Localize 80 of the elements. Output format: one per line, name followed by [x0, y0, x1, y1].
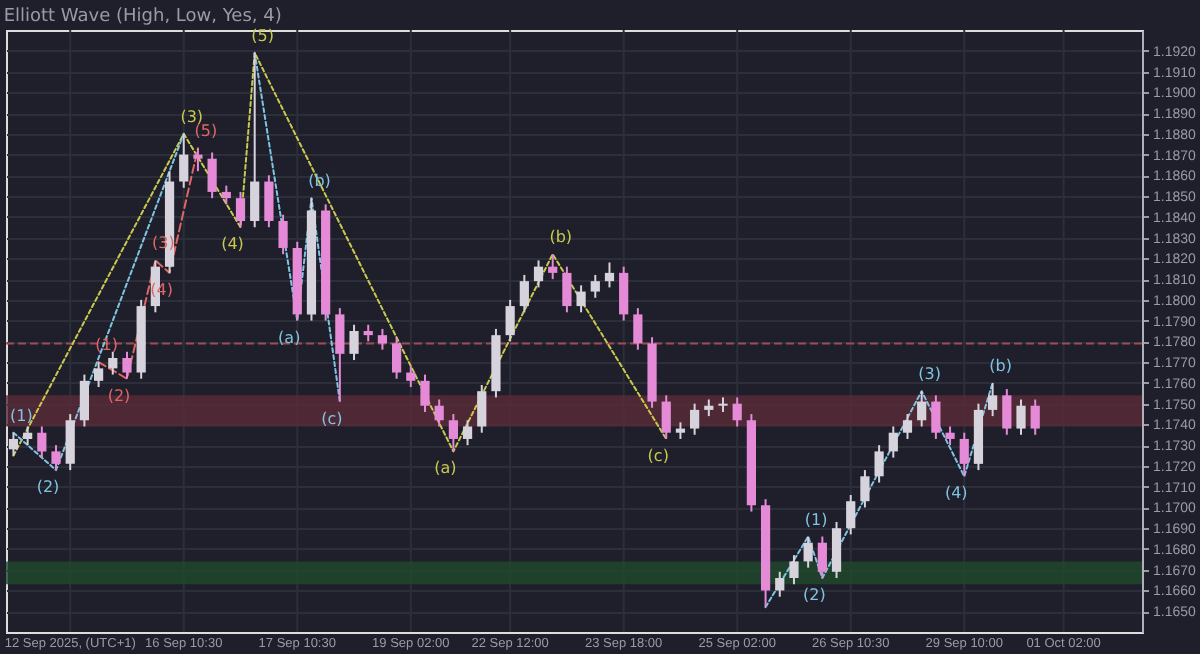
line-series	[253, 51, 341, 403]
candlestick	[661, 394, 671, 440]
annotation: (a)	[278, 328, 301, 347]
candlestick	[79, 373, 90, 428]
candlestick	[732, 396, 742, 428]
annotation: (2)	[803, 586, 826, 605]
candlestick	[789, 554, 799, 586]
candlestick	[477, 383, 487, 434]
annotation: (a)	[434, 459, 457, 478]
candlestick	[250, 51, 260, 229]
annotation: (2)	[107, 386, 131, 405]
candlestick	[264, 174, 274, 229]
annotation: (b)	[989, 356, 1012, 375]
candlestick	[448, 413, 458, 453]
annotation: (2)	[36, 478, 60, 497]
candlestick	[874, 444, 884, 484]
candlestick	[718, 396, 728, 413]
candlestick	[377, 327, 388, 351]
candlestick	[235, 190, 246, 229]
candlestick	[392, 336, 402, 380]
candlestick	[562, 265, 572, 314]
candlestick	[533, 259, 544, 289]
candlestick	[931, 394, 941, 440]
candlestick	[349, 323, 359, 362]
candlestick	[590, 273, 600, 299]
annotation: (b)	[308, 172, 331, 191]
candlestick	[93, 361, 104, 389]
candlestick	[576, 284, 586, 314]
annotation: (1)	[804, 510, 828, 529]
candlestick	[633, 307, 643, 351]
candlestick	[831, 520, 842, 580]
candlestick	[860, 469, 870, 509]
annotation: (4)	[944, 484, 968, 503]
line-series	[764, 381, 994, 609]
candlestick	[817, 535, 827, 580]
candlestick	[65, 413, 75, 472]
candlestick	[462, 419, 473, 447]
candlestick	[37, 425, 47, 459]
candlestick	[988, 381, 998, 418]
candlestick	[775, 570, 785, 598]
candlestick	[193, 147, 203, 173]
candlestick	[548, 253, 558, 281]
candlestick	[505, 298, 515, 343]
candlestick	[846, 493, 856, 536]
candlestick	[221, 184, 231, 206]
candlestick	[519, 273, 529, 314]
candlestick	[1030, 398, 1040, 436]
candlestick	[917, 390, 927, 428]
candlestick	[278, 213, 288, 256]
chart-title: Elliott Wave (High, Low, Yes, 4)	[3, 6, 282, 27]
candlestick	[1016, 398, 1026, 436]
candlestick	[406, 365, 416, 389]
annotation: (5)	[194, 122, 218, 141]
candlestick	[108, 350, 118, 376]
candlestick	[690, 402, 700, 436]
annotation: (1)	[10, 406, 33, 425]
candlestick	[434, 398, 444, 428]
candlestick	[604, 261, 615, 289]
candlestick	[51, 444, 61, 472]
annotation: (c)	[647, 446, 669, 465]
candlestick	[803, 535, 813, 569]
candlestick	[959, 431, 969, 478]
candlestick	[420, 373, 430, 413]
annotation: (b)	[549, 228, 573, 247]
candlestick	[179, 132, 189, 189]
candlestick	[888, 425, 898, 459]
annotation: (3)	[918, 365, 942, 384]
candlestick	[335, 307, 345, 403]
candlestick	[619, 265, 629, 322]
annotation: (4)	[221, 235, 244, 254]
annotation: (5)	[251, 26, 275, 45]
annotation: (c)	[321, 409, 343, 428]
candlestick	[122, 350, 132, 380]
candlestick	[1002, 388, 1012, 436]
candlestick	[23, 425, 33, 447]
annotation: (3)	[180, 107, 204, 126]
line-series	[97, 147, 199, 380]
candlestick	[945, 425, 955, 447]
candlestick	[902, 413, 913, 440]
candlestick	[207, 151, 217, 200]
